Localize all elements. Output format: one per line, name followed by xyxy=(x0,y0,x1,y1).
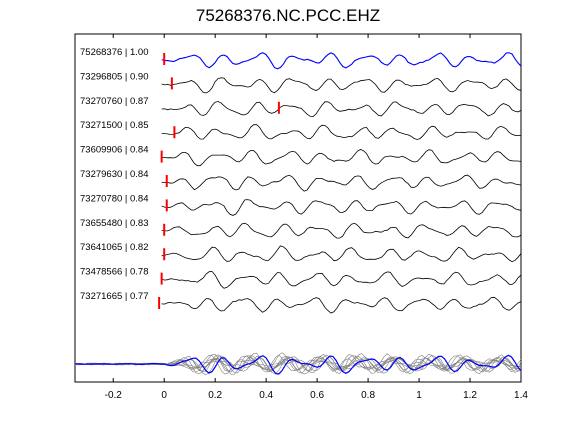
trace-label-8: 73641065 | 0.82 xyxy=(80,242,149,253)
trace-line-6 xyxy=(161,199,522,216)
trace-label-9: 73478566 | 0.78 xyxy=(80,267,149,278)
trace-line-7 xyxy=(161,222,522,239)
x-tick-label-4: 0.6 xyxy=(310,390,324,401)
trace-label-10: 73271665 | 0.77 xyxy=(80,291,149,302)
traces-layer xyxy=(161,52,522,314)
x-axis: -0.2 0 0.2 0.4 0.6 0.8 1 1.2 1.4 xyxy=(105,34,528,401)
trace-label-3: 73271500 | 0.85 xyxy=(80,120,149,131)
x-tick-label-6: 1 xyxy=(416,390,422,401)
x-tick-label-3: 0.4 xyxy=(259,390,273,401)
trace-line-2 xyxy=(161,101,522,118)
plot-frame xyxy=(74,33,522,383)
trace-line-1 xyxy=(161,77,522,94)
x-tick-label-2: 0.2 xyxy=(208,390,222,401)
picks-layer xyxy=(158,53,280,309)
trace-line-3 xyxy=(161,124,522,140)
trace-line-8 xyxy=(161,245,522,263)
x-tick-label-0: -0.2 xyxy=(105,390,123,401)
trace-line-0 xyxy=(161,52,522,70)
x-tick-label-7: 1.2 xyxy=(463,390,477,401)
trace-line-5 xyxy=(161,174,522,192)
x-tick-label-1: 0 xyxy=(161,390,167,401)
trace-label-1: 73296805 | 0.90 xyxy=(80,71,149,82)
x-tick-label-8: 1.4 xyxy=(514,390,528,401)
stack-reference-trace xyxy=(74,354,522,375)
trace-label-0: 75268376 | 1.00 xyxy=(80,47,149,58)
x-tick-label-5: 0.8 xyxy=(361,390,375,401)
trace-label-7: 73655480 | 0.83 xyxy=(80,218,149,229)
trace-label-6: 73270780 | 0.84 xyxy=(80,193,149,204)
labels-layer: 75268376 | 1.00 73296805 | 0.90 73270760 |… xyxy=(80,47,149,302)
trace-label-5: 73279630 | 0.84 xyxy=(80,169,149,180)
stack-trace-4 xyxy=(74,353,522,375)
trace-label-2: 73270760 | 0.87 xyxy=(80,96,149,107)
trace-line-4 xyxy=(161,149,522,167)
trace-label-4: 73609906 | 0.84 xyxy=(80,145,149,156)
trace-line-9 xyxy=(161,271,522,289)
trace-line-10 xyxy=(161,296,522,314)
chart-title: 75268376.NC.PCC.EHZ xyxy=(195,6,381,25)
stack-layer xyxy=(74,352,522,376)
